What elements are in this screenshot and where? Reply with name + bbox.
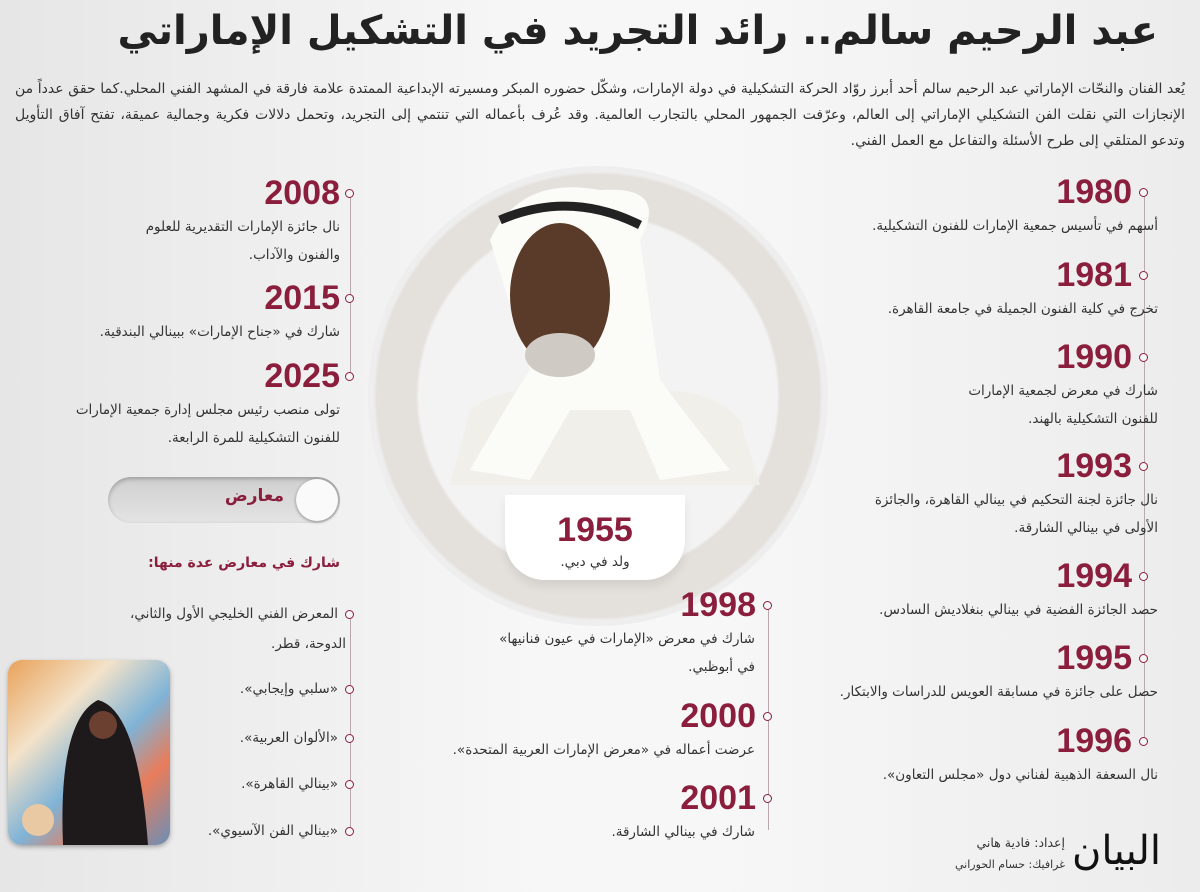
right-timeline-text: نال السعفة الذهبية لفناني دول «مجلس التع… [882,767,1158,783]
birth-year: 1955 [557,511,633,549]
right-timeline-dot [1139,654,1148,663]
right-timeline-text: للفنون التشكيلية بالهند. [1028,411,1158,427]
left-timeline-dot [345,372,354,381]
left-timeline-year: 2008 [264,174,340,212]
exhibition-item: الدوحة، قطر. [271,636,346,652]
center-timeline-year: 2001 [680,779,756,817]
left-timeline-dot [345,189,354,198]
left-timeline-text: نال جائزة الإمارات التقديرية للعلوم [145,219,340,235]
right-timeline-text: نال جائزة لجنة التحكيم في بينالي القاهرة… [874,492,1158,508]
left-timeline-text: تولى منصب رئيس مجلس إدارة جمعية الإمارات [75,402,340,418]
exhibitions-toggle[interactable]: معارض [108,477,340,523]
center-timeline-text: في أبوظبي. [688,659,755,675]
right-timeline-year: 1993 [1056,447,1132,485]
exhibition-item: «سلبي وإيجابي». [239,681,338,697]
exhibition-dot [345,734,354,743]
exhibition-dot [345,827,354,836]
birth-text: ولد في دبي. [560,554,630,570]
center-timeline-dot [763,712,772,721]
right-timeline-dot [1139,462,1148,471]
painting-image [8,660,170,845]
exhibition-item: «بينالي القاهرة». [241,776,338,792]
center-timeline-year: 1998 [680,586,756,624]
center-timeline-year: 2000 [680,697,756,735]
credit-graphics: غرافيك: حسام الحوراني [955,858,1065,871]
credit-prepared: إعداد: فادية هاني [976,835,1065,850]
right-timeline-text: أسهم في تأسيس جمعية الإمارات للفنون التش… [872,218,1158,234]
exhibition-dot [345,610,354,619]
albayan-logo: البيان [1072,828,1162,874]
toggle-label: معارض [224,486,284,506]
right-timeline-dot [1139,188,1148,197]
portrait-photo [430,180,770,485]
center-timeline-text: عرضت أعماله في «معرض الإمارات العربية ال… [452,742,755,758]
right-timeline-dot [1139,271,1148,280]
exhibition-dot [345,780,354,789]
left-timeline-dot [345,294,354,303]
exhibition-item: المعرض الفني الخليجي الأول والثاني، [130,606,338,622]
right-timeline-dot [1139,353,1148,362]
right-timeline-year: 1994 [1056,557,1132,595]
right-timeline-dot [1139,737,1148,746]
right-timeline-year: 1981 [1056,256,1132,294]
right-timeline-text: حصل على جائزة في مسابقة العويس للدراسات … [839,684,1158,700]
center-timeline-text: شارك في معرض «الإمارات في عيون فنانيها» [499,631,755,647]
exhibition-dot [345,685,354,694]
right-timeline-year: 1995 [1056,639,1132,677]
page-title: عبد الرحيم سالم.. رائد التجريد في التشكي… [117,8,1159,54]
toggle-knob[interactable] [296,479,338,521]
center-timeline-dot [763,794,772,803]
center-timeline-text: شارك في بينالي الشارقة. [611,824,755,840]
right-timeline-text: حصد الجائزة الفضية في بينالي بنغلاديش ال… [879,602,1158,618]
exhibition-item: «الألوان العربية». [239,730,338,746]
right-timeline-text: تخرج في كلية الفنون الجميلة في جامعة الق… [887,301,1158,317]
right-timeline-year: 1996 [1056,722,1132,760]
left-timeline-year: 2025 [264,357,340,395]
center-timeline-dot [763,601,772,610]
intro-paragraph: يُعد الفنان والنحّات الإماراتي عبد الرحي… [15,81,1185,149]
right-timeline-dot [1139,572,1148,581]
right-timeline-text: الأولى في بينالي الشارقة. [1014,520,1158,536]
right-timeline-year: 1990 [1056,338,1132,376]
left-timeline-year: 2015 [264,279,340,317]
exhibitions-heading: شارك في معارض عدة منها: [148,555,340,571]
right-timeline-year: 1980 [1056,173,1132,211]
exhibitions-line [350,612,351,832]
right-timeline-text: شارك في معرض لجمعية الإمارات [968,383,1158,399]
left-timeline-line [350,193,351,377]
exhibition-item: «بينالي الفن الآسيوي». [207,823,338,839]
birth-card [505,495,685,580]
left-timeline-text: شارك في «جناح الإمارات» ببينالي البندقية… [99,324,340,340]
left-timeline-text: للفنون التشكيلية للمرة الرابعة. [167,430,340,446]
left-timeline-text: والفنون والآداب. [248,247,340,263]
